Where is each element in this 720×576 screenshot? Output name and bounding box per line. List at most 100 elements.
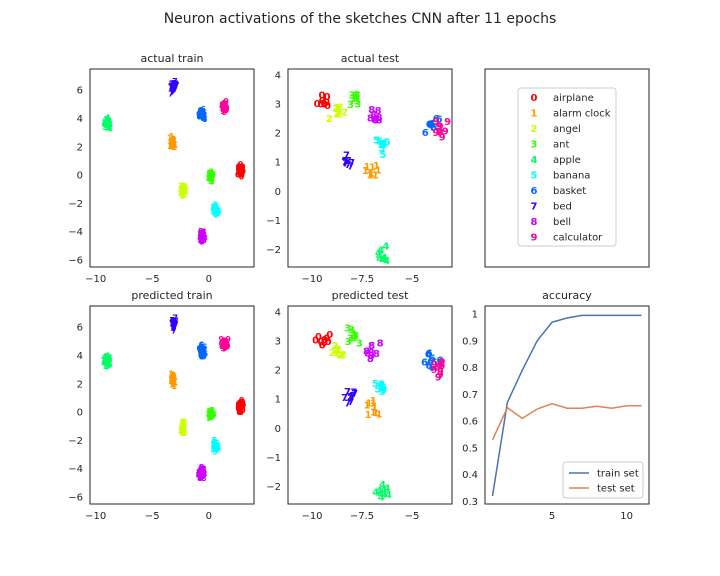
scatter-point-0: 0 — [239, 402, 245, 411]
scatter-point-6: 6 — [200, 114, 206, 123]
scatter-point-3: 3 — [353, 96, 360, 107]
scatter-point-3: 3 — [208, 175, 214, 184]
scatter-point-5: 5 — [212, 448, 218, 457]
scatter-point-9: 9 — [439, 132, 446, 143]
scatter-point-4: 4 — [103, 356, 109, 365]
scatter-point-6: 6 — [201, 352, 207, 361]
scatter-point-8: 8 — [197, 473, 203, 482]
scatter-point-9: 9 — [225, 340, 231, 349]
scatter-point-7: 7 — [170, 85, 176, 94]
scatter-point-5: 5 — [212, 442, 218, 451]
scatter-point-6: 6 — [199, 112, 205, 121]
scatter-point-5: 5 — [215, 443, 221, 452]
scatter-point-6: 6 — [433, 114, 440, 125]
scatter-point-8: 8 — [198, 231, 204, 240]
scatter-point-6: 6 — [198, 112, 204, 121]
scatter-point-0: 0 — [239, 166, 245, 175]
scatter-point-7: 7 — [341, 393, 348, 404]
scatter-point-3: 3 — [208, 171, 214, 180]
scatter-point-9: 9 — [221, 107, 227, 116]
scatter-point-1: 1 — [168, 137, 174, 146]
legend-label: test set — [597, 484, 635, 495]
scatter-point-3: 3 — [209, 412, 215, 421]
scatter-point-8: 8 — [375, 116, 382, 127]
scatter-point-8: 8 — [201, 466, 207, 475]
scatter-point-4: 4 — [103, 119, 109, 128]
y-tick-label: −6 — [68, 492, 83, 503]
scatter-point-8: 8 — [199, 463, 205, 472]
scatter-point-2: 2 — [181, 423, 187, 432]
scatter-point-2: 2 — [178, 189, 184, 198]
scatter-point-0: 0 — [321, 338, 328, 349]
scatter-point-2: 2 — [331, 341, 338, 352]
scatter-point-4: 4 — [106, 121, 112, 130]
scatter-point-2: 2 — [179, 423, 185, 432]
scatter-point-0: 0 — [315, 332, 322, 343]
scatter-point-3: 3 — [208, 410, 214, 419]
scatter-point-5: 5 — [212, 208, 218, 217]
scatter-point-6: 6 — [199, 109, 205, 118]
scatter-point-7: 7 — [170, 82, 176, 91]
scatter-point-8: 8 — [201, 467, 207, 476]
scatter-point-4: 4 — [107, 354, 113, 363]
scatter-point-4: 4 — [103, 357, 109, 366]
scatter-point-0: 0 — [239, 166, 245, 175]
scatter-point-0: 0 — [239, 400, 245, 409]
scatter-point-1: 1 — [367, 169, 374, 180]
scatter-point-8: 8 — [363, 346, 370, 357]
scatter-point-1: 1 — [170, 139, 176, 148]
scatter-point-0: 0 — [321, 100, 328, 111]
scatter-point-6: 6 — [196, 112, 202, 121]
scatter-point-1: 1 — [171, 376, 177, 385]
scatter-point-6: 6 — [200, 110, 206, 119]
scatter-point-7: 7 — [170, 321, 176, 330]
scatter-point-6: 6 — [197, 344, 203, 353]
scatter-point-3: 3 — [208, 173, 214, 182]
scatter-point-0: 0 — [235, 405, 241, 414]
scatter-point-4: 4 — [102, 118, 108, 127]
scatter-point-9: 9 — [222, 337, 228, 346]
scatter-point-0: 0 — [240, 399, 246, 408]
scatter-point-3: 3 — [206, 409, 212, 418]
scatter-point-2: 2 — [181, 421, 187, 430]
scatter-point-4: 4 — [107, 361, 113, 370]
scatter-point-7: 7 — [170, 86, 176, 95]
scatter-point-6: 6 — [199, 112, 205, 121]
scatter-point-5: 5 — [210, 444, 216, 453]
scatter-point-8: 8 — [196, 468, 202, 477]
scatter-point-4: 4 — [380, 485, 387, 496]
scatter-point-0: 0 — [326, 330, 333, 341]
scatter-point-7: 7 — [171, 323, 177, 332]
scatter-point-4: 4 — [106, 361, 112, 370]
scatter-point-8: 8 — [197, 469, 203, 478]
scatter-point-6: 6 — [199, 345, 205, 354]
scatter-point-5: 5 — [212, 444, 218, 453]
scatter-point-4: 4 — [105, 113, 111, 122]
scatter-point-1: 1 — [171, 378, 177, 387]
scatter-point-8: 8 — [198, 466, 204, 475]
scatter-point-8: 8 — [200, 230, 206, 239]
scatter-point-4: 4 — [381, 253, 388, 264]
scatter-point-5: 5 — [214, 209, 220, 218]
scatter-point-4: 4 — [105, 356, 111, 365]
scatter-point-3: 3 — [347, 334, 354, 345]
legend-marker: 6 — [531, 186, 538, 197]
scatter-point-3: 3 — [210, 409, 216, 418]
scatter-point-1: 1 — [369, 163, 376, 174]
scatter-point-6: 6 — [198, 349, 204, 358]
scatter-point-3: 3 — [208, 174, 214, 183]
scatter-point-2: 2 — [181, 187, 187, 196]
scatter-point-5: 5 — [214, 444, 220, 453]
scatter-point-0: 0 — [239, 166, 245, 175]
scatter-point-7: 7 — [172, 83, 178, 92]
scatter-point-5: 5 — [214, 207, 220, 216]
scatter-point-5: 5 — [211, 203, 217, 212]
scatter-point-6: 6 — [199, 348, 205, 357]
x-tick-label: −10 — [301, 511, 322, 522]
scatter-point-1: 1 — [168, 375, 174, 384]
scatter-point-2: 2 — [332, 104, 339, 115]
scatter-point-2: 2 — [181, 420, 187, 429]
scatter-point-4: 4 — [103, 356, 109, 365]
scatter-point-8: 8 — [198, 230, 204, 239]
